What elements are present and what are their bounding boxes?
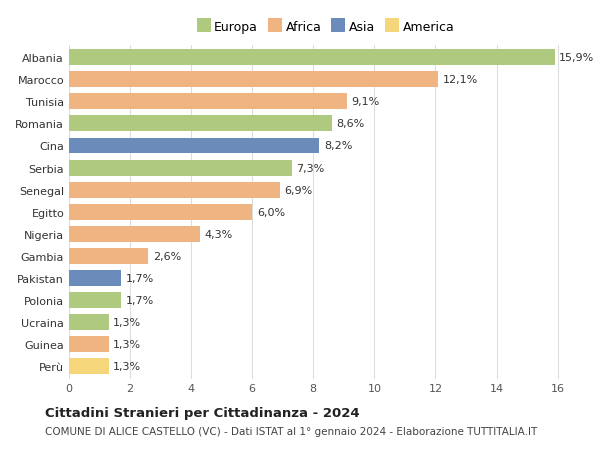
Bar: [69, 204, 252, 220]
Text: 1,3%: 1,3%: [113, 362, 142, 371]
Text: 2,6%: 2,6%: [153, 252, 181, 261]
Text: 8,6%: 8,6%: [336, 119, 364, 129]
Bar: [69, 138, 319, 154]
Legend: Europa, Africa, Asia, America: Europa, Africa, Asia, America: [194, 19, 457, 37]
Bar: [69, 50, 554, 66]
Text: 1,3%: 1,3%: [113, 340, 142, 349]
Text: 9,1%: 9,1%: [352, 97, 380, 107]
Bar: [69, 314, 109, 330]
Bar: [69, 94, 347, 110]
Text: 1,3%: 1,3%: [113, 318, 142, 327]
Text: 15,9%: 15,9%: [559, 53, 595, 63]
Bar: [69, 248, 148, 264]
Text: 12,1%: 12,1%: [443, 75, 478, 85]
Text: 7,3%: 7,3%: [296, 163, 325, 173]
Text: 1,7%: 1,7%: [125, 274, 154, 283]
Bar: [69, 116, 332, 132]
Text: 1,7%: 1,7%: [125, 296, 154, 305]
Bar: [69, 182, 280, 198]
Text: COMUNE DI ALICE CASTELLO (VC) - Dati ISTAT al 1° gennaio 2024 - Elaborazione TUT: COMUNE DI ALICE CASTELLO (VC) - Dati IST…: [45, 426, 537, 436]
Text: 6,0%: 6,0%: [257, 207, 285, 217]
Bar: [69, 226, 200, 242]
Text: 6,9%: 6,9%: [284, 185, 313, 195]
Bar: [69, 72, 439, 88]
Bar: [69, 292, 121, 308]
Text: Cittadini Stranieri per Cittadinanza - 2024: Cittadini Stranieri per Cittadinanza - 2…: [45, 406, 359, 419]
Bar: [69, 160, 292, 176]
Bar: [69, 336, 109, 353]
Text: 8,2%: 8,2%: [324, 141, 352, 151]
Bar: [69, 270, 121, 286]
Text: 4,3%: 4,3%: [205, 230, 233, 239]
Bar: [69, 358, 109, 375]
